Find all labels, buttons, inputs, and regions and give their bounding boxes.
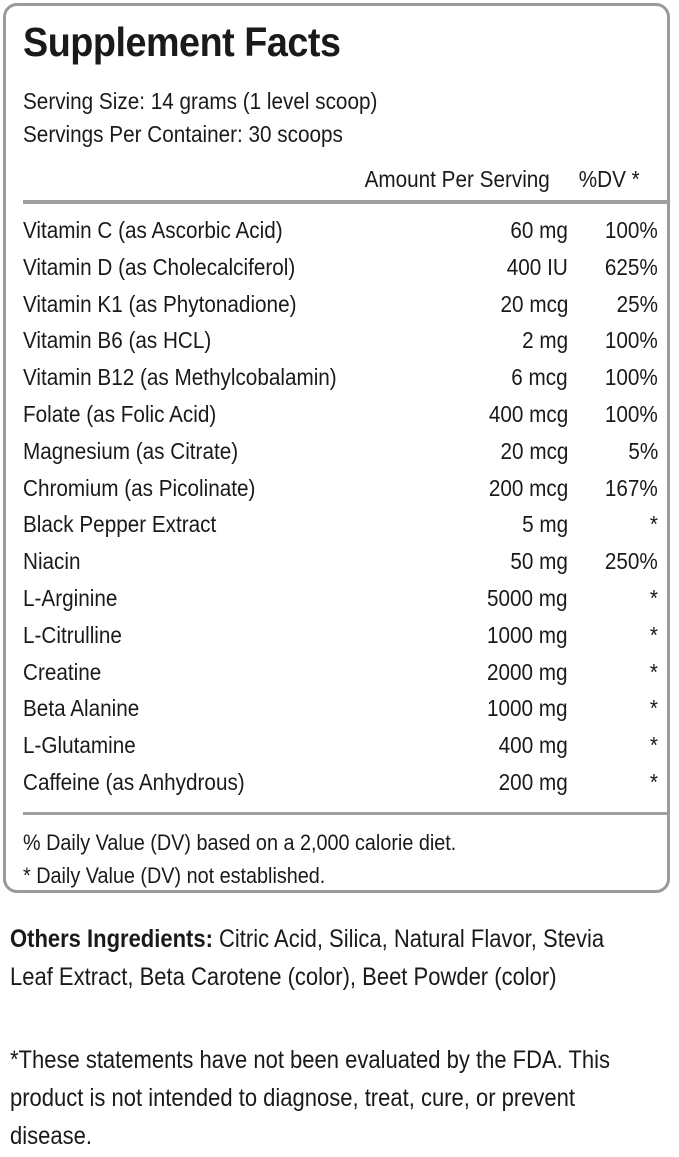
nutrient-amount: 5 mg xyxy=(521,511,568,538)
nutrient-dv: 250% xyxy=(605,548,658,575)
nutrient-name: Vitamin B6 (as HCL) xyxy=(23,327,212,354)
table-row: Beta Alanine 1000 mg * xyxy=(6,690,679,727)
nutrient-dv: * xyxy=(649,658,658,685)
table-row: L-Citrulline 1000 mg * xyxy=(6,617,679,654)
nutrient-dv: 100% xyxy=(605,327,658,354)
table-row: Folate (as Folic Acid) 400 mcg 100% xyxy=(6,396,679,433)
table-row: Vitamin B6 (as HCL) 2 mg 100% xyxy=(6,322,679,359)
nutrient-dv: 100% xyxy=(605,364,658,391)
not-established-footnote: * Daily Value (DV) not established. xyxy=(23,863,326,888)
nutrient-dv: 100% xyxy=(605,217,658,243)
servings-per-container: Servings Per Container: 30 scoops xyxy=(23,121,343,147)
nutrient-dv: * xyxy=(649,511,658,538)
nutrient-dv: 5% xyxy=(628,437,658,464)
nutrient-dv: * xyxy=(649,621,658,648)
fda-disclaimer: *These statements have not been evaluate… xyxy=(10,1046,611,1150)
nutrient-name: Chromium (as Picolinate) xyxy=(23,474,256,501)
header-daily-value: %DV * xyxy=(579,166,640,192)
table-row: Niacin 50 mg 250% xyxy=(6,543,679,580)
nutrient-dv: 100% xyxy=(605,400,658,427)
nutrient-amount: 20 mcg xyxy=(500,290,568,317)
nutrient-amount: 200 mg xyxy=(498,768,568,795)
nutrient-name: Vitamin D (as Cholecalciferol) xyxy=(23,253,296,280)
nutrient-dv: * xyxy=(649,732,658,759)
nutrient-amount: 60 mg xyxy=(510,217,568,243)
nutrient-amount: 2000 mg xyxy=(487,658,568,685)
page-title: Supplement Facts xyxy=(23,19,341,65)
table-row: L-Glutamine 400 mg * xyxy=(6,727,679,764)
nutrient-name: Vitamin C (as Ascorbic Acid) xyxy=(23,217,283,243)
nutrient-dv: * xyxy=(649,584,658,611)
nutrient-name: Beta Alanine xyxy=(23,695,140,722)
nutrient-dv: 625% xyxy=(605,253,658,280)
nutrient-name: Niacin xyxy=(23,548,81,575)
nutrient-dv: * xyxy=(649,695,658,722)
other-ingredients: Others Ingredients: Citric Acid, Silica,… xyxy=(10,920,651,996)
footer-divider xyxy=(23,812,668,815)
nutrient-dv: * xyxy=(649,768,658,795)
table-row: Vitamin C (as Ascorbic Acid) 60 mg 100% xyxy=(6,212,679,249)
nutrient-amount: 1000 mg xyxy=(487,621,568,648)
header-amount-per-serving: Amount Per Serving xyxy=(364,166,550,192)
nutrient-amount: 20 mcg xyxy=(500,437,568,464)
table-row: Caffeine (as Anhydrous) 200 mg * xyxy=(6,764,679,801)
table-row: Chromium (as Picolinate) 200 mcg 167% xyxy=(6,470,679,507)
table-row: Black Pepper Extract 5 mg * xyxy=(6,506,679,543)
nutrient-name: Creatine xyxy=(23,658,102,685)
nutrient-name: L-Glutamine xyxy=(23,732,136,759)
table-row: Vitamin K1 (as Phytonadione) 20 mcg 25% xyxy=(6,286,679,323)
nutrient-amount: 400 mcg xyxy=(488,400,568,427)
table-row: Magnesium (as Citrate) 20 mcg 5% xyxy=(6,433,679,470)
nutrient-name: Black Pepper Extract xyxy=(23,511,217,538)
table-row: Vitamin D (as Cholecalciferol) 400 IU 625% xyxy=(6,249,679,286)
nutrient-name: Caffeine (as Anhydrous) xyxy=(23,768,245,795)
other-ingredients-text: Citric Acid, Silica, Natural Flavor, Ste… xyxy=(10,925,605,991)
nutrient-amount: 400 mg xyxy=(498,732,568,759)
nutrient-amount: 6 mcg xyxy=(511,364,568,391)
nutrient-amount: 1000 mg xyxy=(487,695,568,722)
nutrient-table: Vitamin C (as Ascorbic Acid) 60 mg 100% Vi… xyxy=(6,212,679,801)
table-row: Vitamin B12 (as Methylcobalamin) 6 mcg 100… xyxy=(6,359,679,396)
other-ingredients-label: Others Ingredients: xyxy=(10,925,213,953)
nutrient-amount: 50 mg xyxy=(510,548,568,575)
supplement-facts-panel: Supplement Facts Serving Size: 14 grams … xyxy=(3,3,670,893)
nutrient-amount: 200 mcg xyxy=(488,474,568,501)
nutrient-dv: 167% xyxy=(605,474,658,501)
nutrient-name: L-Arginine xyxy=(23,584,118,611)
nutrient-amount: 5000 mg xyxy=(487,584,568,611)
daily-value-footnote: % Daily Value (DV) based on a 2,000 calo… xyxy=(23,830,457,855)
nutrient-amount: 400 IU xyxy=(507,253,568,280)
nutrient-name: Vitamin K1 (as Phytonadione) xyxy=(23,290,297,317)
table-row: L-Arginine 5000 mg * xyxy=(6,580,679,617)
nutrient-name: Magnesium (as Citrate) xyxy=(23,437,239,464)
nutrient-amount: 2 mg xyxy=(521,327,568,354)
nutrient-name: Vitamin B12 (as Methylcobalamin) xyxy=(23,364,337,391)
header-divider xyxy=(23,200,668,204)
serving-size: Serving Size: 14 grams (1 level scoop) xyxy=(23,88,378,114)
nutrient-name: L-Citrulline xyxy=(23,621,122,648)
nutrient-name: Folate (as Folic Acid) xyxy=(23,400,217,427)
nutrient-dv: 25% xyxy=(616,290,658,317)
table-row: Creatine 2000 mg * xyxy=(6,654,679,691)
